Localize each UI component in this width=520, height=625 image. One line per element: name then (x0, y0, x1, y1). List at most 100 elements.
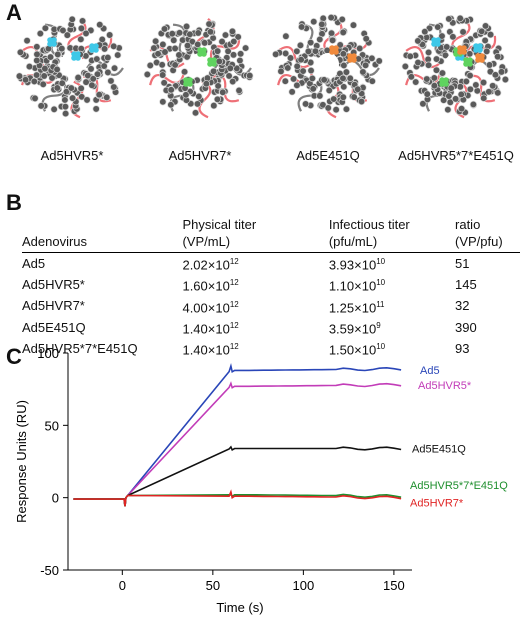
atom-sphere (89, 75, 97, 83)
atom-sphere (150, 44, 158, 52)
cyan-highlight (435, 41, 441, 47)
atom-sphere (316, 92, 324, 100)
orange-highlight (475, 57, 481, 63)
atom-sphere (205, 20, 213, 28)
atom-sphere (37, 102, 45, 110)
series-label: Ad5HVR5* (418, 380, 472, 392)
green-highlight (463, 57, 469, 63)
atom-sphere (445, 92, 453, 100)
cyan-highlight (71, 51, 77, 57)
atom-sphere (339, 74, 347, 82)
atom-sphere (438, 32, 446, 40)
orange-highlight (329, 49, 335, 55)
atom-sphere (430, 82, 439, 90)
header-physical-titer: Physical titer (VP/mL) (182, 216, 329, 253)
green-highlight (197, 47, 203, 53)
green-highlight (467, 57, 473, 63)
series-line (73, 489, 402, 507)
structure-label-3: Ad5E451Q (296, 148, 360, 163)
x-tick-label: 50 (206, 578, 220, 593)
green-highlight (211, 61, 217, 67)
atom-sphere (362, 35, 370, 43)
atom-sphere (338, 15, 346, 24)
atom-sphere (96, 21, 104, 29)
atom-sphere (58, 79, 66, 87)
orange-highlight (457, 49, 463, 55)
atom-sphere (186, 30, 194, 38)
atom-sphere (469, 100, 478, 109)
atom-sphere (432, 66, 441, 74)
atom-sphere (202, 80, 211, 88)
y-tick-label: -50 (40, 563, 59, 578)
table-row: Ad5 2.02×1012 3.93×1010 51 (22, 253, 520, 275)
cell-ratio: 145 (455, 276, 477, 292)
atom-sphere (103, 93, 111, 102)
atom-sphere (32, 71, 41, 79)
atom-sphere (328, 36, 337, 44)
cell-ratio: 32 (455, 298, 470, 314)
atom-sphere (78, 93, 86, 101)
atom-sphere (221, 31, 230, 39)
atom-sphere (438, 69, 447, 77)
cell-physical-titer: 1.60×1012 (182, 278, 239, 294)
atom-sphere (226, 64, 234, 72)
atom-sphere (407, 73, 415, 81)
atom-sphere (350, 93, 358, 101)
atom-sphere (219, 88, 227, 96)
header-infectious-titer: Infectious titer (pfu/mL) (328, 216, 456, 253)
orange-highlight (475, 53, 481, 59)
atom-sphere (229, 51, 238, 59)
hexon-structure-2 (143, 17, 254, 119)
atom-sphere (497, 68, 506, 76)
atom-sphere (68, 15, 76, 23)
atom-sphere (457, 90, 465, 99)
atom-sphere (281, 77, 289, 85)
atom-sphere (48, 74, 56, 82)
atom-sphere (46, 53, 55, 61)
ribbon-strand (342, 59, 380, 77)
atom-sphere (421, 28, 429, 36)
atom-sphere (296, 41, 305, 49)
green-highlight (207, 57, 213, 63)
cell-physical-titer: 1.40×1012 (182, 320, 239, 337)
atom-sphere (449, 33, 457, 41)
cyan-highlight (71, 55, 77, 61)
atom-sphere (301, 100, 310, 108)
atom-sphere (41, 64, 49, 73)
atom-sphere (209, 67, 218, 75)
atom-sphere (110, 64, 119, 72)
atom-sphere (214, 82, 222, 90)
hexon-structure-3 (272, 13, 383, 119)
atom-sphere (77, 84, 85, 93)
atom-sphere (423, 90, 431, 98)
atom-sphere (293, 47, 301, 55)
structure-label-1: Ad5HVR5* (40, 148, 104, 163)
atom-sphere (31, 94, 39, 103)
orange-highlight (347, 53, 353, 59)
cyan-highlight (89, 43, 95, 49)
cyan-highlight (473, 47, 479, 53)
cell-physical-titer: 1.40×1012 (182, 342, 239, 358)
cell-infectious-titer: 1.25×1011 (328, 299, 385, 315)
green-highlight (201, 47, 207, 53)
atom-sphere (228, 27, 237, 36)
atom-sphere (171, 44, 179, 53)
atom-sphere (160, 79, 168, 87)
ribbon-strand (405, 45, 441, 69)
cell-infectious-titer: 3.59×109 (328, 320, 381, 337)
atom-sphere (194, 40, 202, 49)
atom-sphere (466, 71, 474, 80)
atom-sphere (213, 47, 222, 55)
atom-sphere (54, 50, 62, 59)
atom-sphere (325, 86, 333, 95)
cell-adenovirus: Ad5HVR5*7*E451Q (22, 340, 138, 356)
cyan-highlight (477, 43, 483, 49)
orange-highlight (351, 57, 357, 63)
atom-sphere (441, 51, 450, 59)
atom-sphere (77, 24, 86, 33)
cell-physical-titer: 2.02×1012 (182, 257, 239, 273)
atom-sphere (480, 94, 488, 102)
atom-sphere (443, 43, 451, 51)
atom-sphere (33, 56, 41, 65)
atom-sphere (146, 61, 154, 70)
